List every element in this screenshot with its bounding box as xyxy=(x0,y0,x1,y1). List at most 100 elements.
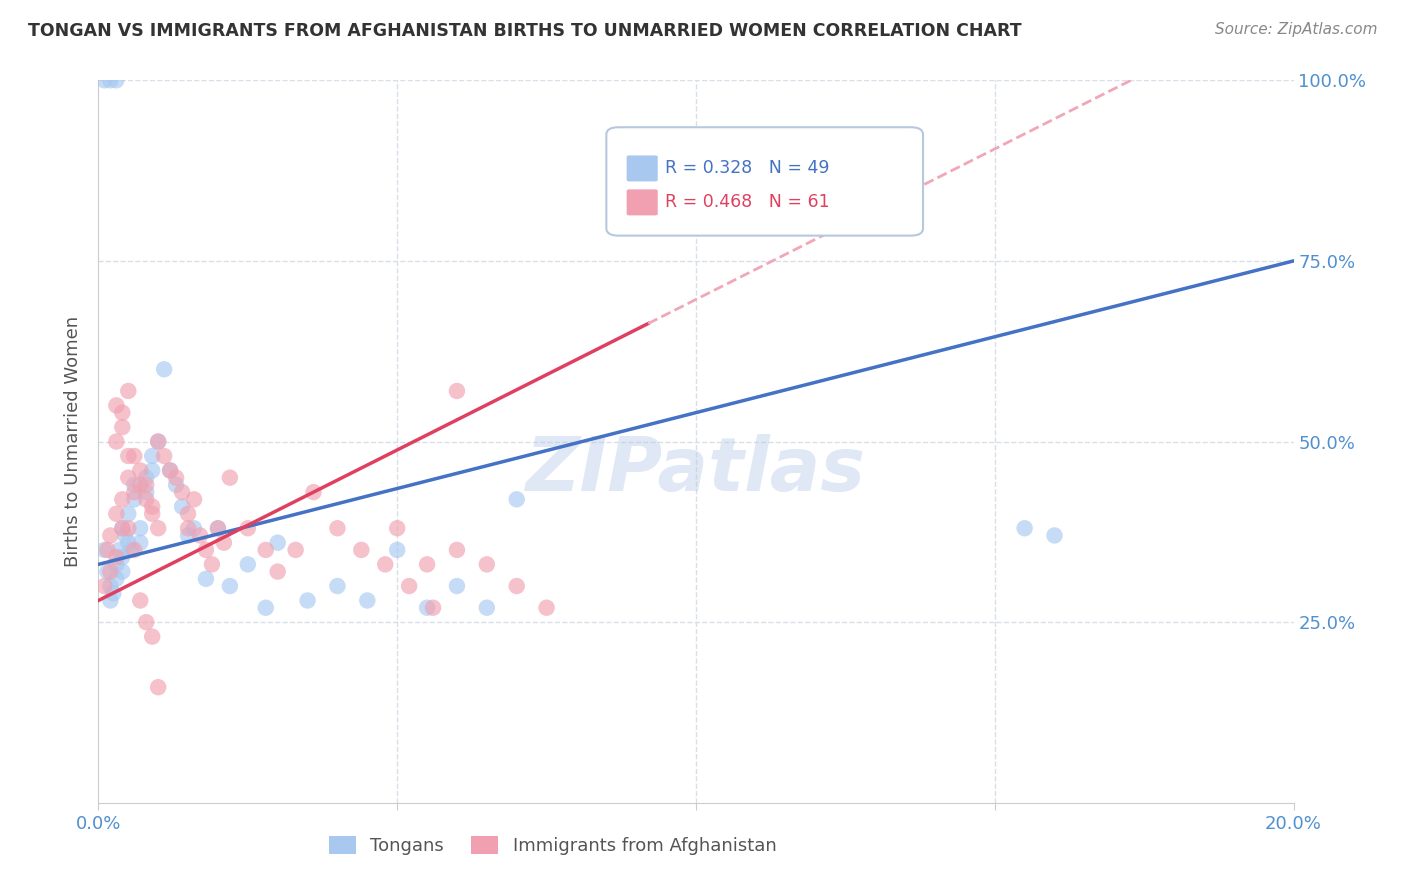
Point xyxy=(201,558,224,572)
Point xyxy=(212,535,235,549)
Point xyxy=(135,492,157,507)
Point xyxy=(207,521,229,535)
Point xyxy=(254,600,277,615)
Point xyxy=(416,600,439,615)
Point xyxy=(111,492,134,507)
Point xyxy=(148,521,170,535)
Point xyxy=(326,521,349,535)
Point xyxy=(398,579,420,593)
FancyBboxPatch shape xyxy=(627,155,658,181)
Point xyxy=(159,463,181,477)
Point xyxy=(195,542,218,557)
Point xyxy=(135,615,157,630)
FancyBboxPatch shape xyxy=(627,189,658,215)
Point xyxy=(129,478,152,492)
Point xyxy=(172,485,194,500)
Point xyxy=(124,478,146,492)
Point xyxy=(536,600,558,615)
Point xyxy=(236,521,259,535)
Point xyxy=(117,521,139,535)
Point xyxy=(475,558,498,572)
Point xyxy=(111,565,134,579)
Point xyxy=(326,579,349,593)
Point xyxy=(105,558,128,572)
Point xyxy=(124,449,146,463)
Point xyxy=(165,478,187,492)
Point xyxy=(105,73,128,87)
Point xyxy=(148,434,170,449)
Point xyxy=(219,579,242,593)
Point xyxy=(165,470,187,484)
Point xyxy=(350,542,373,557)
Point xyxy=(111,406,134,420)
Point xyxy=(385,521,409,535)
Text: Source: ZipAtlas.com: Source: ZipAtlas.com xyxy=(1215,22,1378,37)
Point xyxy=(422,600,444,615)
Point xyxy=(103,586,125,600)
Point xyxy=(129,593,152,607)
Point xyxy=(141,500,163,514)
Text: TONGAN VS IMMIGRANTS FROM AFGHANISTAN BIRTHS TO UNMARRIED WOMEN CORRELATION CHAR: TONGAN VS IMMIGRANTS FROM AFGHANISTAN BI… xyxy=(28,22,1022,40)
Point xyxy=(117,535,139,549)
Point xyxy=(374,558,396,572)
Point xyxy=(385,542,409,557)
Point xyxy=(183,492,205,507)
Point xyxy=(207,521,229,535)
Point xyxy=(446,579,468,593)
Point xyxy=(254,542,277,557)
Point xyxy=(98,579,122,593)
Point xyxy=(219,470,242,484)
Point xyxy=(267,565,290,579)
Point xyxy=(141,630,163,644)
Point xyxy=(356,593,378,607)
Point xyxy=(117,507,139,521)
Point xyxy=(172,500,194,514)
Point xyxy=(105,398,128,412)
Point xyxy=(506,492,529,507)
Point xyxy=(267,535,290,549)
Point xyxy=(108,542,131,557)
Point xyxy=(105,572,128,586)
Point xyxy=(129,463,152,477)
Point xyxy=(135,478,157,492)
Point xyxy=(111,521,134,535)
Point xyxy=(506,579,529,593)
Y-axis label: Births to Unmarried Women: Births to Unmarried Women xyxy=(63,316,82,567)
Legend: Tongans, Immigrants from Afghanistan: Tongans, Immigrants from Afghanistan xyxy=(322,829,783,863)
Point xyxy=(105,550,128,565)
Point xyxy=(129,535,152,549)
Point xyxy=(105,507,128,521)
Point xyxy=(117,384,139,398)
Point xyxy=(105,434,128,449)
Point xyxy=(98,528,122,542)
Point xyxy=(177,507,200,521)
Text: R = 0.328   N = 49: R = 0.328 N = 49 xyxy=(665,160,830,178)
Point xyxy=(183,521,205,535)
Point xyxy=(446,542,468,557)
Point xyxy=(159,463,181,477)
Text: R = 0.468   N = 61: R = 0.468 N = 61 xyxy=(665,194,830,211)
Point xyxy=(96,565,118,579)
Point xyxy=(177,528,200,542)
Point xyxy=(117,470,139,484)
Point xyxy=(117,449,139,463)
Point xyxy=(141,507,163,521)
Point xyxy=(93,73,115,87)
Point xyxy=(177,521,200,535)
Point xyxy=(416,558,439,572)
Point xyxy=(96,542,118,557)
Point xyxy=(148,434,170,449)
Point xyxy=(93,579,115,593)
Point xyxy=(153,362,176,376)
Point xyxy=(1014,521,1036,535)
Point xyxy=(98,593,122,607)
Point xyxy=(111,420,134,434)
Point xyxy=(120,542,142,557)
Point xyxy=(153,449,176,463)
Point xyxy=(111,521,134,535)
Text: ZIPatlas: ZIPatlas xyxy=(526,434,866,507)
Point xyxy=(135,485,157,500)
Point xyxy=(148,680,170,694)
Point xyxy=(111,550,134,565)
Point xyxy=(141,449,163,463)
